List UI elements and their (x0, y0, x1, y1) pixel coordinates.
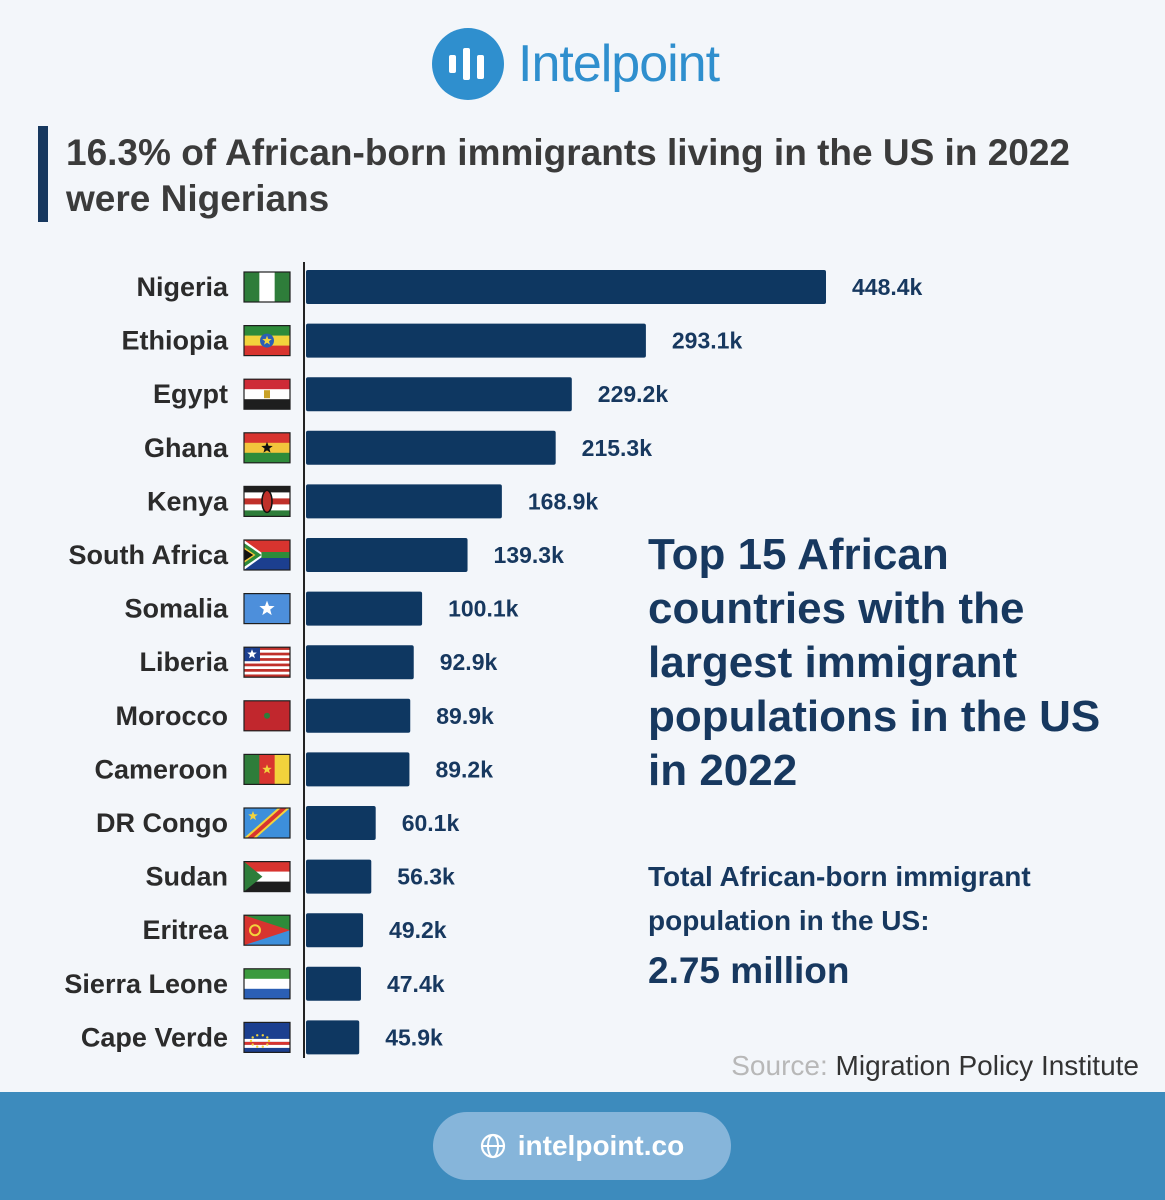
data-label: 56.3k (397, 864, 455, 890)
category-label: Sudan (145, 862, 228, 892)
category-label: Cape Verde (81, 1022, 228, 1052)
flag-icon (243, 646, 291, 678)
flag-icon (243, 325, 291, 357)
data-label: 49.2k (389, 917, 447, 943)
category-label: Nigeria (136, 272, 229, 302)
flag-icon (243, 860, 291, 893)
bar (306, 966, 361, 1001)
flag-icon (243, 968, 291, 1000)
data-label: 215.3k (582, 435, 653, 461)
category-label: DR Congo (96, 808, 228, 838)
website-url: intelpoint.co (517, 1130, 685, 1161)
bar (306, 270, 826, 304)
category-label: Ghana (144, 433, 229, 463)
brand-logo: Intelpoint (432, 28, 720, 100)
data-label: 60.1k (402, 810, 460, 836)
category-label: Eritrea (142, 915, 229, 945)
flag-icon (243, 432, 291, 464)
flag-icon (243, 378, 291, 410)
source-credit: Source: Migration Policy Institute (731, 1050, 1139, 1082)
data-label: 89.2k (435, 756, 493, 782)
flag-icon (243, 271, 291, 303)
category-label: Egypt (153, 379, 228, 409)
bar (306, 806, 376, 840)
data-label: 229.2k (598, 381, 669, 407)
globe-icon (480, 1133, 505, 1159)
category-label: South Africa (68, 540, 228, 570)
bar (306, 591, 423, 626)
bar (306, 430, 556, 465)
category-label: Somalia (124, 594, 229, 624)
data-label: 47.4k (387, 971, 445, 997)
data-label: 89.9k (436, 703, 494, 729)
total-label: Total African-born immigrant population … (648, 861, 1031, 936)
flag-icon (243, 485, 291, 517)
flag-icon (243, 592, 291, 625)
data-label: 139.3k (494, 542, 565, 568)
category-label: Sierra Leone (64, 969, 228, 999)
bar (306, 645, 414, 680)
bar (306, 913, 364, 948)
website-link[interactable]: intelpoint.co (433, 1112, 731, 1180)
bar-chart-logo-icon (432, 28, 504, 100)
bar (306, 698, 411, 733)
flag-icon (243, 914, 291, 946)
flag-icon (243, 700, 291, 732)
data-label: 92.9k (440, 649, 498, 675)
source-key: Source: (731, 1050, 828, 1081)
bar (306, 1020, 360, 1055)
category-label: Ethiopia (122, 326, 229, 356)
data-label: 448.4k (852, 274, 923, 300)
bar (306, 752, 410, 787)
data-label: 45.9k (385, 1024, 443, 1050)
category-label: Morocco (115, 701, 228, 731)
chart-side-title: Top 15 African countries with the larges… (648, 530, 1101, 795)
category-label: Kenya (147, 486, 229, 516)
source-name: Migration Policy Institute (835, 1050, 1139, 1081)
bar (306, 859, 372, 894)
category-label: Liberia (139, 647, 229, 677)
flag-icon (243, 1021, 291, 1054)
flag-icon (243, 539, 291, 571)
category-label: Cameroon (94, 754, 228, 784)
bar (306, 484, 502, 519)
data-label: 100.1k (448, 596, 519, 622)
flag-icon (243, 807, 291, 839)
bar (306, 323, 646, 358)
footer-bar: intelpoint.co (0, 1092, 1165, 1200)
brand-name: Intelpoint (518, 35, 720, 93)
bar (306, 538, 468, 572)
flag-icon (243, 753, 291, 786)
data-label: 293.1k (672, 328, 743, 354)
data-label: 168.9k (528, 488, 599, 514)
headline: 16.3% of African-born immigrants living … (66, 132, 1071, 219)
total-value: 2.75 million (648, 950, 850, 991)
headline-accent-bar (38, 126, 48, 222)
bar (306, 377, 572, 412)
